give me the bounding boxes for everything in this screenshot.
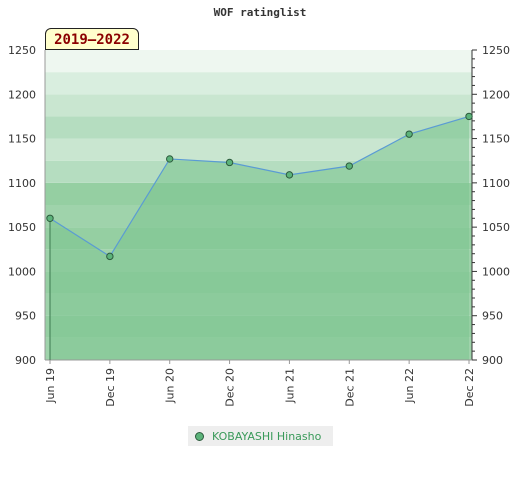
legend[interactable]: KOBAYASHI Hinasho [188, 426, 333, 446]
y-tick-label-left: 1200 [8, 88, 36, 101]
grid-band [45, 94, 472, 117]
y-tick-label-right: 1100 [482, 177, 510, 190]
x-tick-label: Dec 22 [463, 368, 476, 407]
series-line [49, 115, 470, 258]
x-tick-label: Jun 19 [44, 368, 57, 404]
data-point [46, 214, 54, 222]
x-tick-label: Dec 19 [104, 368, 117, 407]
data-point [285, 171, 294, 179]
y-tick-label-right: 1200 [482, 88, 510, 101]
y-tick-label-left: 1050 [8, 221, 36, 234]
y-tick-label-left: 950 [15, 310, 36, 323]
y-tick-label-left: 1000 [8, 265, 36, 278]
point-group [46, 112, 473, 261]
y-tick-label-left: 1150 [8, 133, 36, 146]
x-tick-label: Jun 20 [164, 368, 177, 404]
x-tick-label: Dec 20 [224, 368, 237, 407]
y-tick-label-right: 900 [482, 354, 503, 367]
grid-band [45, 138, 472, 161]
grid-band [45, 116, 472, 139]
x-tick-label: Jun 22 [403, 368, 416, 404]
y-tick-label-right: 1050 [482, 221, 510, 234]
axis-group [44, 50, 473, 361]
legend-label: KOBAYASHI Hinasho [212, 429, 322, 443]
x-tick-label: Jun 21 [283, 368, 296, 404]
y-tick-label-right: 950 [482, 310, 503, 323]
data-point [106, 252, 114, 261]
grid-band [45, 50, 472, 73]
y-tick-label-right: 1150 [482, 133, 510, 146]
y-tick-label-right: 1000 [482, 265, 510, 278]
period-label: 2019–2022 [45, 28, 139, 50]
series-area [50, 116, 469, 360]
y-tick-label-right: 1250 [482, 44, 510, 57]
legend-marker [195, 431, 204, 441]
data-point [225, 158, 234, 167]
y-tick-label-left: 1100 [8, 177, 36, 190]
data-point [405, 130, 413, 138]
data-point [166, 155, 174, 163]
tick-group: 900 900 950 950 1000 1000 1050 1050 1100 1100 1150… [8, 44, 510, 407]
chart-title: WOF ratinglist [213, 6, 307, 19]
y-tick-label-left: 900 [15, 354, 36, 367]
data-point [345, 162, 353, 170]
grid-band [45, 72, 472, 95]
x-tick-label: Dec 21 [343, 368, 356, 407]
y-tick-label-left: 1250 [8, 44, 36, 57]
area-group [49, 115, 470, 360]
data-point [465, 112, 473, 121]
